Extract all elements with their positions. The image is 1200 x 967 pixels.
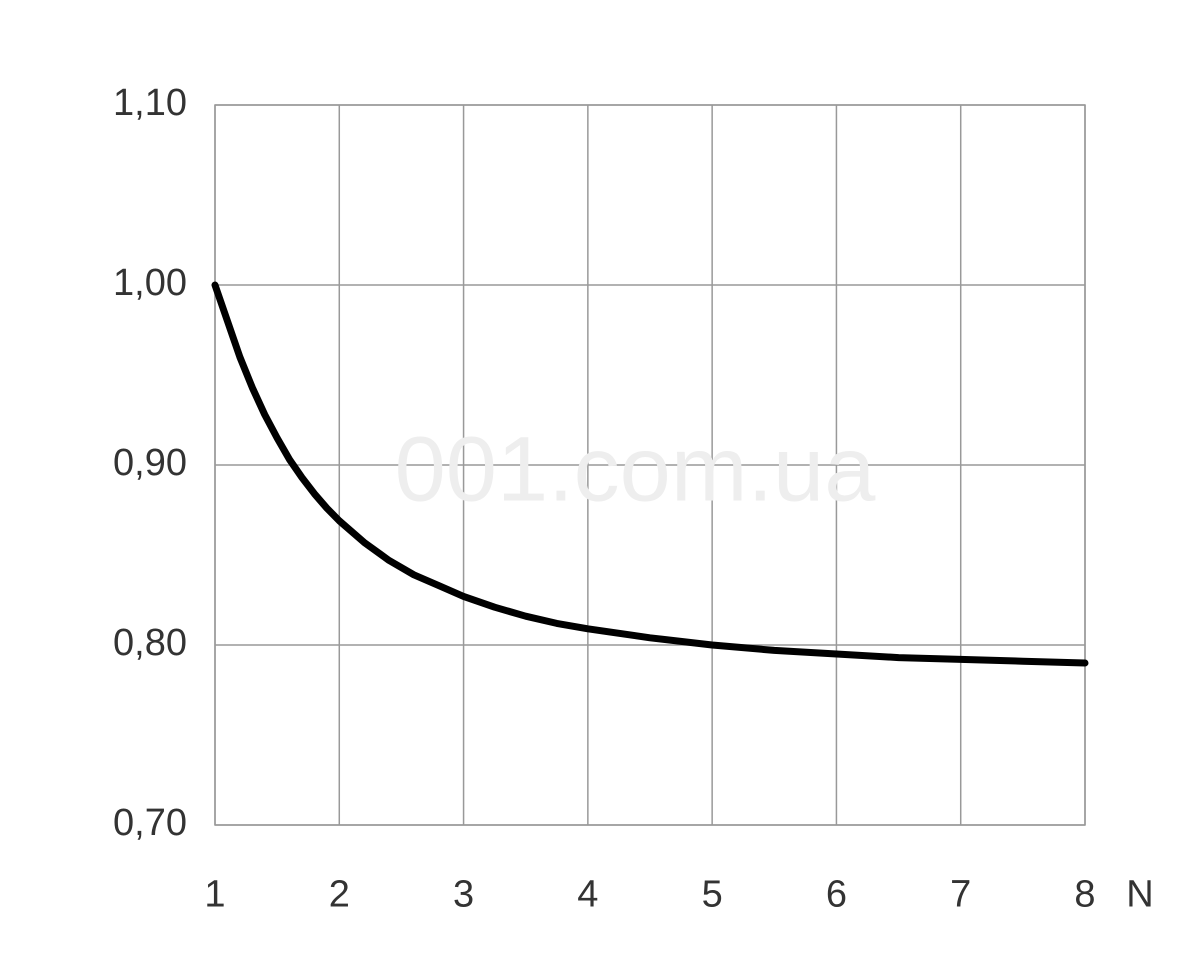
x-tick-label: 1 (204, 873, 225, 915)
chart-container: 001.com.ua 0,700,800,901,001,1012345678N (0, 0, 1200, 967)
y-tick-label: 1,00 (113, 262, 187, 304)
x-tick-label: 8 (1074, 873, 1095, 915)
y-tick-label: 0,80 (113, 622, 187, 664)
x-tick-label: 4 (577, 873, 598, 915)
y-tick-label: 0,90 (113, 442, 187, 484)
x-tick-label: 7 (950, 873, 971, 915)
y-tick-label: 0,70 (113, 802, 187, 844)
x-tick-label: 3 (453, 873, 474, 915)
x-tick-label: 6 (826, 873, 847, 915)
x-tick-label: 2 (329, 873, 350, 915)
y-tick-label: 1,10 (113, 82, 187, 124)
x-axis-label: N (1126, 873, 1153, 915)
line-chart: 0,70 0,80 0,90 1,00 1,10 1 2 3 4 5 6 7 8N (0, 0, 1200, 967)
x-tick-label: 5 (702, 873, 723, 915)
